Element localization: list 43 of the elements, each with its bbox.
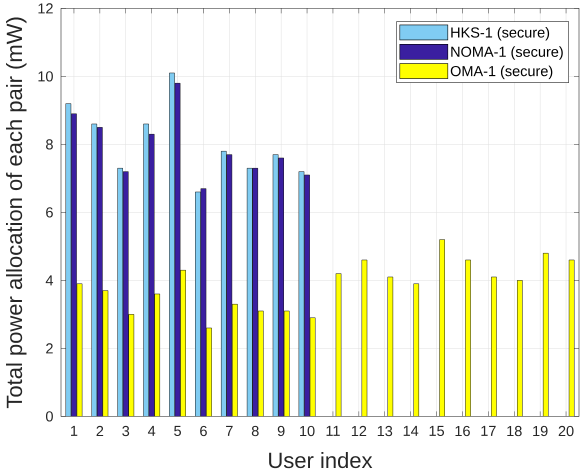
x-tick-label: 8 bbox=[252, 426, 259, 436]
x-tick-label: 3 bbox=[122, 426, 130, 436]
x-tick-label: 16 bbox=[455, 426, 470, 436]
bar bbox=[387, 276, 394, 416]
y-tick-label: 8 bbox=[46, 139, 53, 150]
x-tick-label: 18 bbox=[507, 426, 522, 436]
y-tick-label: 12 bbox=[38, 3, 53, 14]
legend-label: OMA-1 (secure) bbox=[450, 65, 552, 79]
x-tick-label: 6 bbox=[200, 426, 207, 436]
bar bbox=[491, 276, 497, 416]
y-tick-label: 0 bbox=[46, 411, 53, 422]
bar bbox=[568, 260, 574, 416]
x-tick-label: 10 bbox=[300, 426, 315, 436]
x-tick-label: 14 bbox=[404, 426, 418, 436]
bar bbox=[516, 280, 523, 416]
x-tick-label: 11 bbox=[326, 426, 340, 436]
x-tick-label: 7 bbox=[226, 426, 233, 436]
y-tick-label: 2 bbox=[46, 343, 53, 354]
y-axis-title: Total power allocation of each pair (mW) bbox=[6, 17, 27, 408]
x-tick-label: 19 bbox=[533, 426, 548, 436]
x-tick-label: 1 bbox=[71, 426, 78, 436]
legend-label: HKS-1 (secure) bbox=[451, 26, 550, 40]
legend-label: NOMA-1 (secure) bbox=[451, 46, 563, 60]
x-tick-label: 13 bbox=[378, 426, 392, 436]
x-axis-title: User index bbox=[269, 452, 372, 468]
x-tick-label: 20 bbox=[558, 426, 574, 436]
bar bbox=[439, 239, 445, 416]
bar bbox=[336, 273, 342, 416]
bar bbox=[362, 260, 368, 416]
x-tick-label: 9 bbox=[278, 426, 284, 436]
x-tick-label: 2 bbox=[96, 426, 104, 436]
x-tick-label: 15 bbox=[430, 426, 444, 436]
bar bbox=[310, 317, 316, 416]
y-tick-label: 6 bbox=[46, 207, 53, 218]
bar bbox=[465, 260, 471, 416]
y-tick-label: 10 bbox=[38, 71, 53, 82]
x-tick-label: 5 bbox=[174, 426, 181, 436]
bar bbox=[542, 252, 549, 416]
x-tick-label: 4 bbox=[148, 426, 156, 436]
x-tick-label: 17 bbox=[481, 426, 496, 436]
bar bbox=[413, 283, 420, 416]
y-tick-label: 4 bbox=[46, 275, 54, 286]
x-tick-label: 12 bbox=[352, 426, 366, 436]
